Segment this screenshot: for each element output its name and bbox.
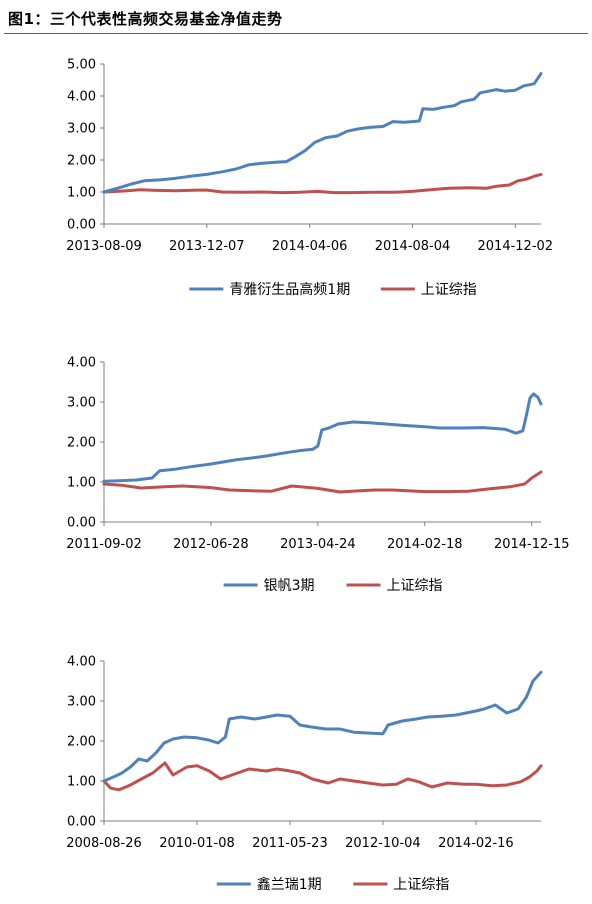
chart-yinfan: 0.00 1.00 2.00 3.00 4.00 2011-09-02 2012-06-28…	[66, 356, 570, 595]
x-tick-label: 2012-06-28	[173, 537, 249, 552]
x-tick-label: 2013-12-07	[169, 239, 245, 254]
y-tick-label: 4.00	[67, 90, 96, 105]
index-series-line	[102, 172, 543, 195]
y-tick-label: 2.00	[67, 436, 96, 451]
y-tick-label: 1.00	[67, 476, 96, 491]
x-tick-label: 2011-05-23	[252, 836, 328, 851]
legend-label: 上证综指	[421, 282, 477, 298]
y-tick-label: 4.00	[67, 655, 96, 670]
y-tick-label: 0.00	[67, 218, 96, 233]
x-tick-label: 2014-08-04	[375, 239, 451, 254]
y-tick-label: 5.00	[67, 58, 96, 73]
legend-label: 银帆3期	[264, 578, 315, 594]
y-tick-label: 2.00	[67, 154, 96, 169]
index-series-line	[102, 470, 543, 494]
fund-series-line	[102, 72, 543, 194]
y-tick-label: 3.00	[67, 396, 96, 411]
x-tick-label: 2011-09-02	[66, 537, 142, 552]
y-tick-label: 0.00	[67, 815, 96, 830]
fund-series-line	[102, 670, 543, 783]
y-tick-label: 3.00	[67, 122, 96, 137]
x-tick-label: 2013-08-09	[66, 239, 142, 254]
index-series-line	[102, 761, 543, 792]
y-tick-label: 1.00	[67, 775, 96, 790]
x-tick-label: 2014-02-16	[438, 836, 514, 851]
x-tick-label: 2014-12-02	[478, 239, 554, 254]
header-divider	[4, 33, 588, 34]
x-tick-label: 2014-04-06	[272, 239, 348, 254]
y-tick-label: 4.00	[67, 356, 96, 371]
legend-label: 上证综指	[393, 877, 449, 893]
x-tick-label: 2008-08-26	[66, 836, 142, 851]
figure-title: 图1：三个代表性高频交易基金净值走势	[8, 10, 283, 28]
x-tick-label: 2014-12-15	[494, 537, 570, 552]
chart-qingya: 0.00 1.00 2.00 3.00 4.00 5.00 2013-08-09 2013-1…	[66, 58, 554, 299]
chart-xinlanrui: 0.00 1.00 2.00 3.00 4.00 2008-08-26 2010-01-08…	[66, 655, 543, 893]
x-tick-label: 2012-10-04	[345, 836, 421, 851]
y-tick-label: 3.00	[67, 695, 96, 710]
legend-label: 上证综指	[387, 578, 443, 594]
fund-series-line	[102, 392, 543, 483]
legend-label: 青雅衍生品高频1期	[229, 281, 350, 298]
figure-header: 图1：三个代表性高频交易基金净值走势	[0, 0, 592, 34]
x-tick-label: 2010-01-08	[159, 836, 235, 851]
legend-label: 鑫兰瑞1期	[257, 876, 322, 893]
x-tick-label: 2013-04-24	[280, 537, 356, 552]
y-tick-label: 0.00	[67, 516, 96, 531]
y-tick-label: 1.00	[67, 186, 96, 201]
y-tick-label: 2.00	[67, 735, 96, 750]
x-tick-label: 2014-02-18	[387, 537, 463, 552]
